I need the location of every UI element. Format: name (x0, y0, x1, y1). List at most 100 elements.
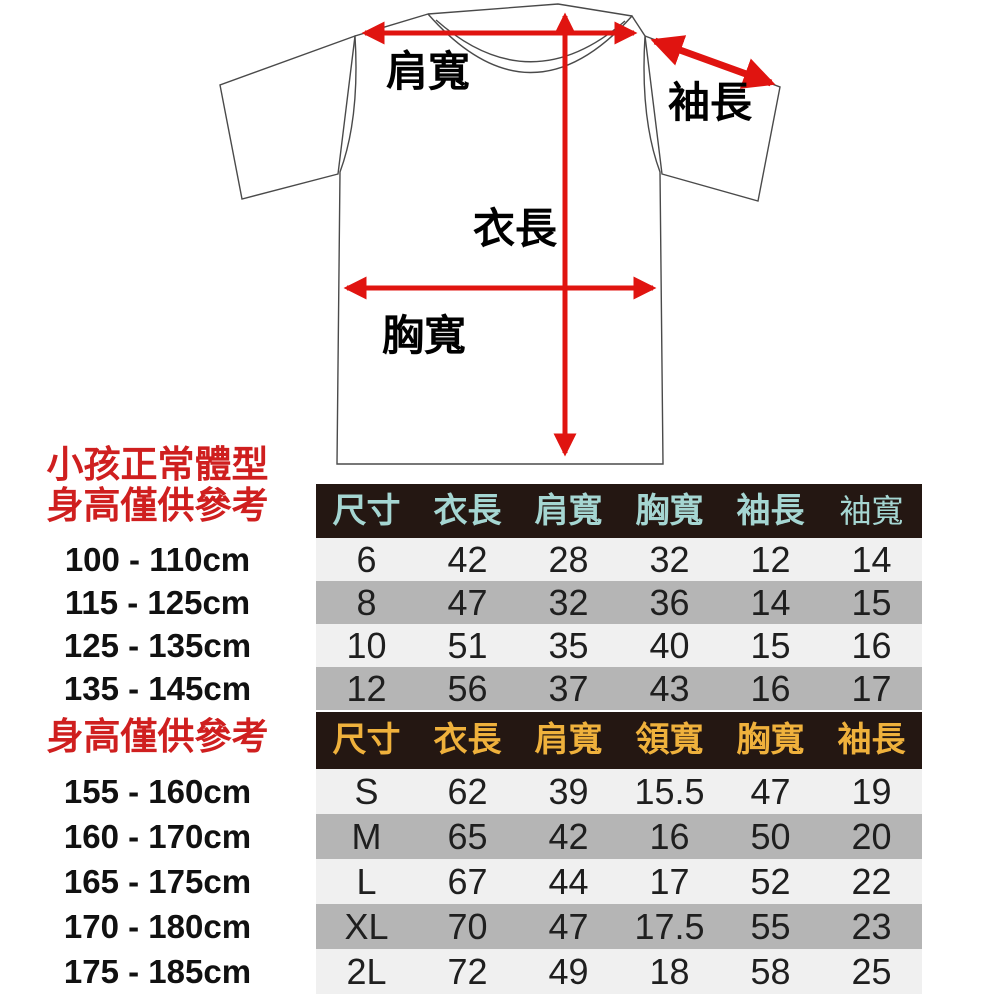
sleeve-length-label: 袖長 (668, 79, 753, 126)
table-cell: 50 (750, 816, 791, 857)
left-sleeve-outline (219, 34, 356, 200)
shirt-body-outline (336, 13, 664, 465)
table-cell: 72 (447, 951, 488, 992)
height-range-label: 170 - 180cm (63, 908, 252, 945)
table-cell: S (354, 771, 379, 812)
table-cell: 16 (851, 625, 892, 666)
table-cell: 18 (649, 951, 690, 992)
height-range-label: 100 - 110cm (64, 541, 251, 578)
table-cell: 49 (548, 951, 589, 992)
column-header: 袖長 (736, 492, 805, 530)
column-header: 肩寬 (534, 492, 603, 530)
table-cell: 67 (447, 861, 488, 902)
height-range-label: 135 - 145cm (63, 670, 252, 707)
table-cell: 8 (356, 582, 377, 623)
table-cell: 25 (851, 951, 892, 992)
table-cell: 32 (649, 539, 690, 580)
shoulder-width-label: 肩寬 (386, 48, 470, 95)
table-cell: 42 (548, 816, 589, 857)
table-row: 8 47 32 36 14 15 (316, 581, 922, 624)
adult-note: 身高僅供參考 (20, 716, 295, 757)
table-cell: 17 (851, 668, 892, 709)
kids-height-list: 100 - 110cm 115 - 125cm 125 - 135cm 135 - 1… (20, 538, 295, 710)
sleeve-length-arrow (650, 35, 776, 89)
height-range-label: 165 - 175cm (63, 863, 252, 900)
table-cell: 14 (851, 539, 892, 580)
table-cell: 55 (750, 906, 791, 947)
table-cell: 16 (750, 668, 791, 709)
column-header: 胸寬 (736, 721, 805, 759)
adult-size-table: 尺寸 衣長 肩寬 領寬 胸寬 袖長 S 62 39 15.5 47 19 M 65 42 16 50 20 L 67 4… (316, 712, 922, 994)
height-range-label: 175 - 185cm (63, 953, 252, 990)
table-cell: 28 (548, 539, 589, 580)
table-cell: 58 (750, 951, 791, 992)
table-cell: 51 (447, 625, 488, 666)
column-header: 袖寬 (839, 492, 904, 530)
table-row: 12 56 37 43 16 17 (316, 667, 922, 710)
table-cell: 12 (750, 539, 791, 580)
table-cell: 42 (447, 539, 488, 580)
adult-height-list: 155 - 160cm 160 - 170cm 165 - 175cm 170 - 1… (20, 769, 295, 994)
kids-size-table: 尺寸 衣長 肩寬 胸寬 袖長 袖寬 6 42 28 32 12 14 8 47 32 36 14 15 10 51 35… (316, 484, 922, 710)
table-row: L 67 44 17 52 22 (316, 859, 922, 904)
table-row: 6 42 28 32 12 14 (316, 538, 922, 581)
table-cell: 6 (356, 539, 377, 580)
table-cell: 17 (649, 861, 690, 902)
table-cell: 62 (447, 771, 488, 812)
column-header: 衣長 (433, 492, 502, 530)
table-cell: 22 (851, 861, 892, 902)
adult-note-line1: 身高僅供參考 (46, 716, 269, 757)
table-cell: 10 (346, 625, 387, 666)
kids-note-line2: 身高僅供參考 (46, 485, 269, 526)
table-cell: 56 (447, 668, 488, 709)
table-cell: 40 (649, 625, 690, 666)
garment-length-label: 衣長 (473, 205, 558, 252)
table-cell: 16 (649, 816, 690, 857)
table-cell: L (356, 861, 377, 902)
column-header: 領寬 (635, 721, 704, 759)
tshirt-measurement-diagram: 肩寬 袖長 衣長 胸寬 (219, 3, 781, 465)
table-cell: 37 (548, 668, 589, 709)
table-cell: 36 (649, 582, 690, 623)
table-cell: 52 (750, 861, 791, 902)
column-header: 尺寸 (332, 721, 401, 759)
table-row: 2L 72 49 18 58 25 (316, 949, 922, 994)
table-cell: 35 (548, 625, 589, 666)
table-cell: 15 (750, 625, 791, 666)
table-cell: 47 (750, 771, 791, 812)
column-header: 肩寬 (534, 721, 603, 759)
column-header: 袖長 (837, 721, 906, 759)
column-header: 胸寬 (635, 492, 704, 530)
table-row: 10 51 35 40 15 16 (316, 624, 922, 667)
table-row: S 62 39 15.5 47 19 (316, 769, 922, 814)
table-cell: 17.5 (634, 906, 705, 947)
table-row: XL 70 47 17.5 55 23 (316, 904, 922, 949)
table-cell: 23 (851, 906, 892, 947)
column-header: 衣長 (433, 721, 502, 759)
kids-note-line1: 小孩正常體型 (46, 444, 269, 485)
chest-width-label: 胸寬 (382, 312, 466, 359)
table-header-row: 尺寸 衣長 肩寬 領寬 胸寬 袖長 (316, 712, 922, 769)
table-cell: 15 (851, 582, 892, 623)
table-cell: 70 (447, 906, 488, 947)
height-range-label: 125 - 135cm (63, 627, 252, 664)
table-cell: 47 (548, 906, 589, 947)
height-range-label: 160 - 170cm (63, 818, 252, 855)
table-cell: 12 (346, 668, 387, 709)
table-cell: M (351, 816, 382, 857)
table-cell: 47 (447, 582, 488, 623)
table-row: M 65 42 16 50 20 (316, 814, 922, 859)
height-range-label: 115 - 125cm (64, 584, 251, 621)
table-cell: 15.5 (634, 771, 705, 812)
table-header-row: 尺寸 衣長 肩寬 胸寬 袖長 袖寬 (316, 484, 922, 538)
table-cell: 65 (447, 816, 488, 857)
table-cell: 39 (548, 771, 589, 812)
collar-back-line (427, 3, 633, 17)
column-header: 尺寸 (332, 492, 401, 530)
table-cell: XL (344, 906, 389, 947)
kids-note: 小孩正常體型 身高僅供參考 (20, 444, 295, 526)
table-cell: 19 (851, 771, 892, 812)
table-cell: 44 (548, 861, 589, 902)
table-cell: 20 (851, 816, 892, 857)
